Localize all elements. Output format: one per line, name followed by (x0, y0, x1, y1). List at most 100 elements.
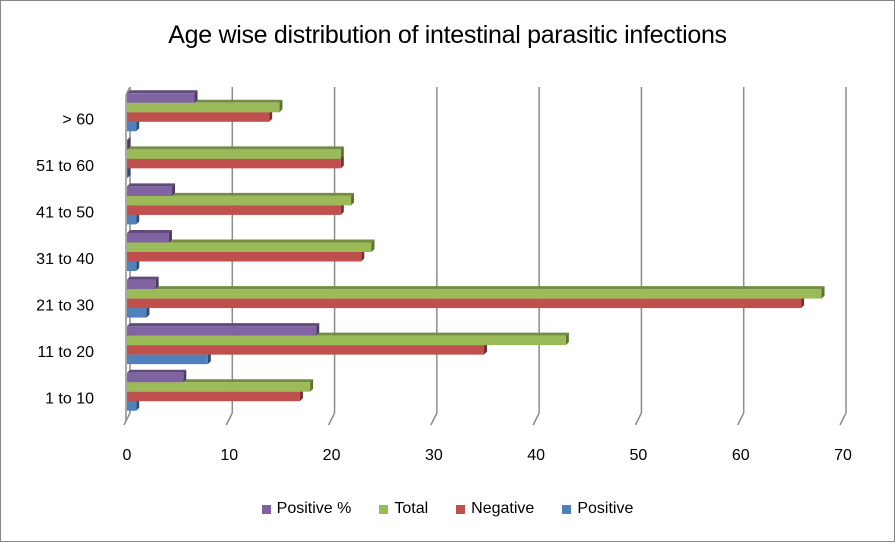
y-category-label: 1 to 10 (45, 391, 94, 408)
bar-end (371, 239, 375, 252)
legend-item: Total (379, 500, 428, 518)
bar-positive-1 (127, 354, 208, 365)
bar-end (146, 305, 150, 318)
bar-positive-6 (127, 121, 137, 132)
bar-top (127, 239, 375, 243)
bar-negative-3 (127, 252, 362, 262)
bar-top (127, 90, 198, 94)
bar-end (361, 249, 365, 262)
bar-positive-4 (127, 214, 137, 225)
x-tick-label: 60 (732, 447, 750, 464)
bar-positive-6 (127, 93, 195, 103)
bar-end (279, 99, 283, 113)
gridline-floor (327, 412, 336, 426)
y-category-label: 41 to 50 (36, 204, 94, 221)
bar-end (168, 230, 172, 243)
bar-end (194, 90, 198, 103)
bar-total-4 (127, 195, 352, 206)
bar-total-5 (127, 149, 341, 159)
gridline-floor (737, 412, 745, 426)
bar-top (127, 230, 172, 233)
bar-end (821, 286, 825, 299)
bar-end (207, 351, 211, 365)
bar-end (155, 276, 159, 290)
legend-label: Negative (471, 500, 535, 517)
y-category-label: 11 to 20 (37, 344, 94, 361)
x-tick-label: 0 (123, 447, 132, 464)
x-tick-label: 30 (425, 447, 443, 464)
legend-label: Positive (577, 500, 634, 517)
bar-total-2 (127, 289, 822, 299)
bar-positive-3 (127, 233, 169, 243)
bar-end (340, 202, 344, 215)
bar-end (310, 379, 314, 392)
bar-end (316, 323, 320, 336)
bar-negative-2 (127, 298, 802, 309)
bar-top (127, 323, 320, 327)
x-tick-label: 10 (220, 447, 238, 464)
bar-top (127, 192, 355, 196)
bar-top (127, 276, 159, 280)
y-category-label: > 60 (62, 111, 94, 128)
chart-title: Age wise distribution of intestinal para… (168, 21, 727, 49)
bar-positive-5 (127, 139, 128, 150)
bar-negative-1 (127, 345, 484, 355)
y-category-label: 31 to 40 (36, 251, 94, 268)
bar-end (127, 165, 131, 178)
bar-end (136, 118, 140, 132)
bar-end (136, 258, 140, 271)
legend-label: Total (394, 500, 429, 517)
gridline-floor (532, 412, 540, 426)
x-tick-label: 70 (834, 447, 852, 464)
bar-top (127, 286, 825, 290)
legend-swatch (562, 504, 572, 514)
legend: Positive % Total Negative Positive (1, 500, 894, 518)
bar-negative-4 (127, 205, 341, 215)
legend-swatch (379, 504, 389, 514)
x-tick-label: 50 (630, 447, 648, 464)
bar-positive-3 (127, 261, 137, 271)
bar-top (127, 369, 187, 373)
y-category-label: 51 to 60 (36, 158, 94, 175)
legend-swatch (456, 504, 466, 514)
bar-end (269, 109, 273, 122)
gridline-floor (225, 412, 233, 426)
bar-positive-2 (127, 279, 156, 290)
bar-total-3 (127, 242, 372, 252)
x-tick-label: 20 (323, 447, 341, 464)
bar-end (172, 183, 176, 196)
legend-item: Positive (562, 500, 633, 518)
bar-end (484, 342, 487, 355)
bar-total-1 (127, 335, 566, 346)
bar-end (136, 211, 140, 225)
gridline-floor (430, 412, 438, 426)
bar-positive-1 (127, 326, 317, 336)
bar-negative-0 (127, 391, 300, 402)
bar-negative-5 (127, 158, 341, 169)
legend-swatch (261, 504, 271, 514)
y-category-label: 21 to 30 (36, 298, 94, 315)
gridline-floor (123, 412, 131, 426)
bar-total-6 (127, 102, 280, 113)
bar-top (127, 146, 344, 150)
gridline-floor (634, 412, 643, 426)
bar-total-0 (127, 382, 311, 392)
bar-positive-2 (127, 308, 147, 318)
bar-end (183, 369, 187, 383)
legend-label: Positive % (276, 500, 352, 517)
bar-end (801, 295, 805, 309)
bar-end (136, 398, 140, 411)
bar-negative-6 (127, 112, 270, 122)
legend-item: Negative (456, 500, 534, 518)
bar-end (351, 192, 355, 206)
legend-item: Positive % (261, 500, 352, 518)
x-tick-label: 40 (527, 447, 545, 464)
bar-top (127, 183, 176, 187)
bar-positive-0 (127, 372, 184, 383)
bar-end (565, 332, 569, 346)
bar-positive-0 (127, 401, 137, 411)
bar-positive-5 (127, 168, 128, 178)
gridline-floor (839, 412, 847, 426)
